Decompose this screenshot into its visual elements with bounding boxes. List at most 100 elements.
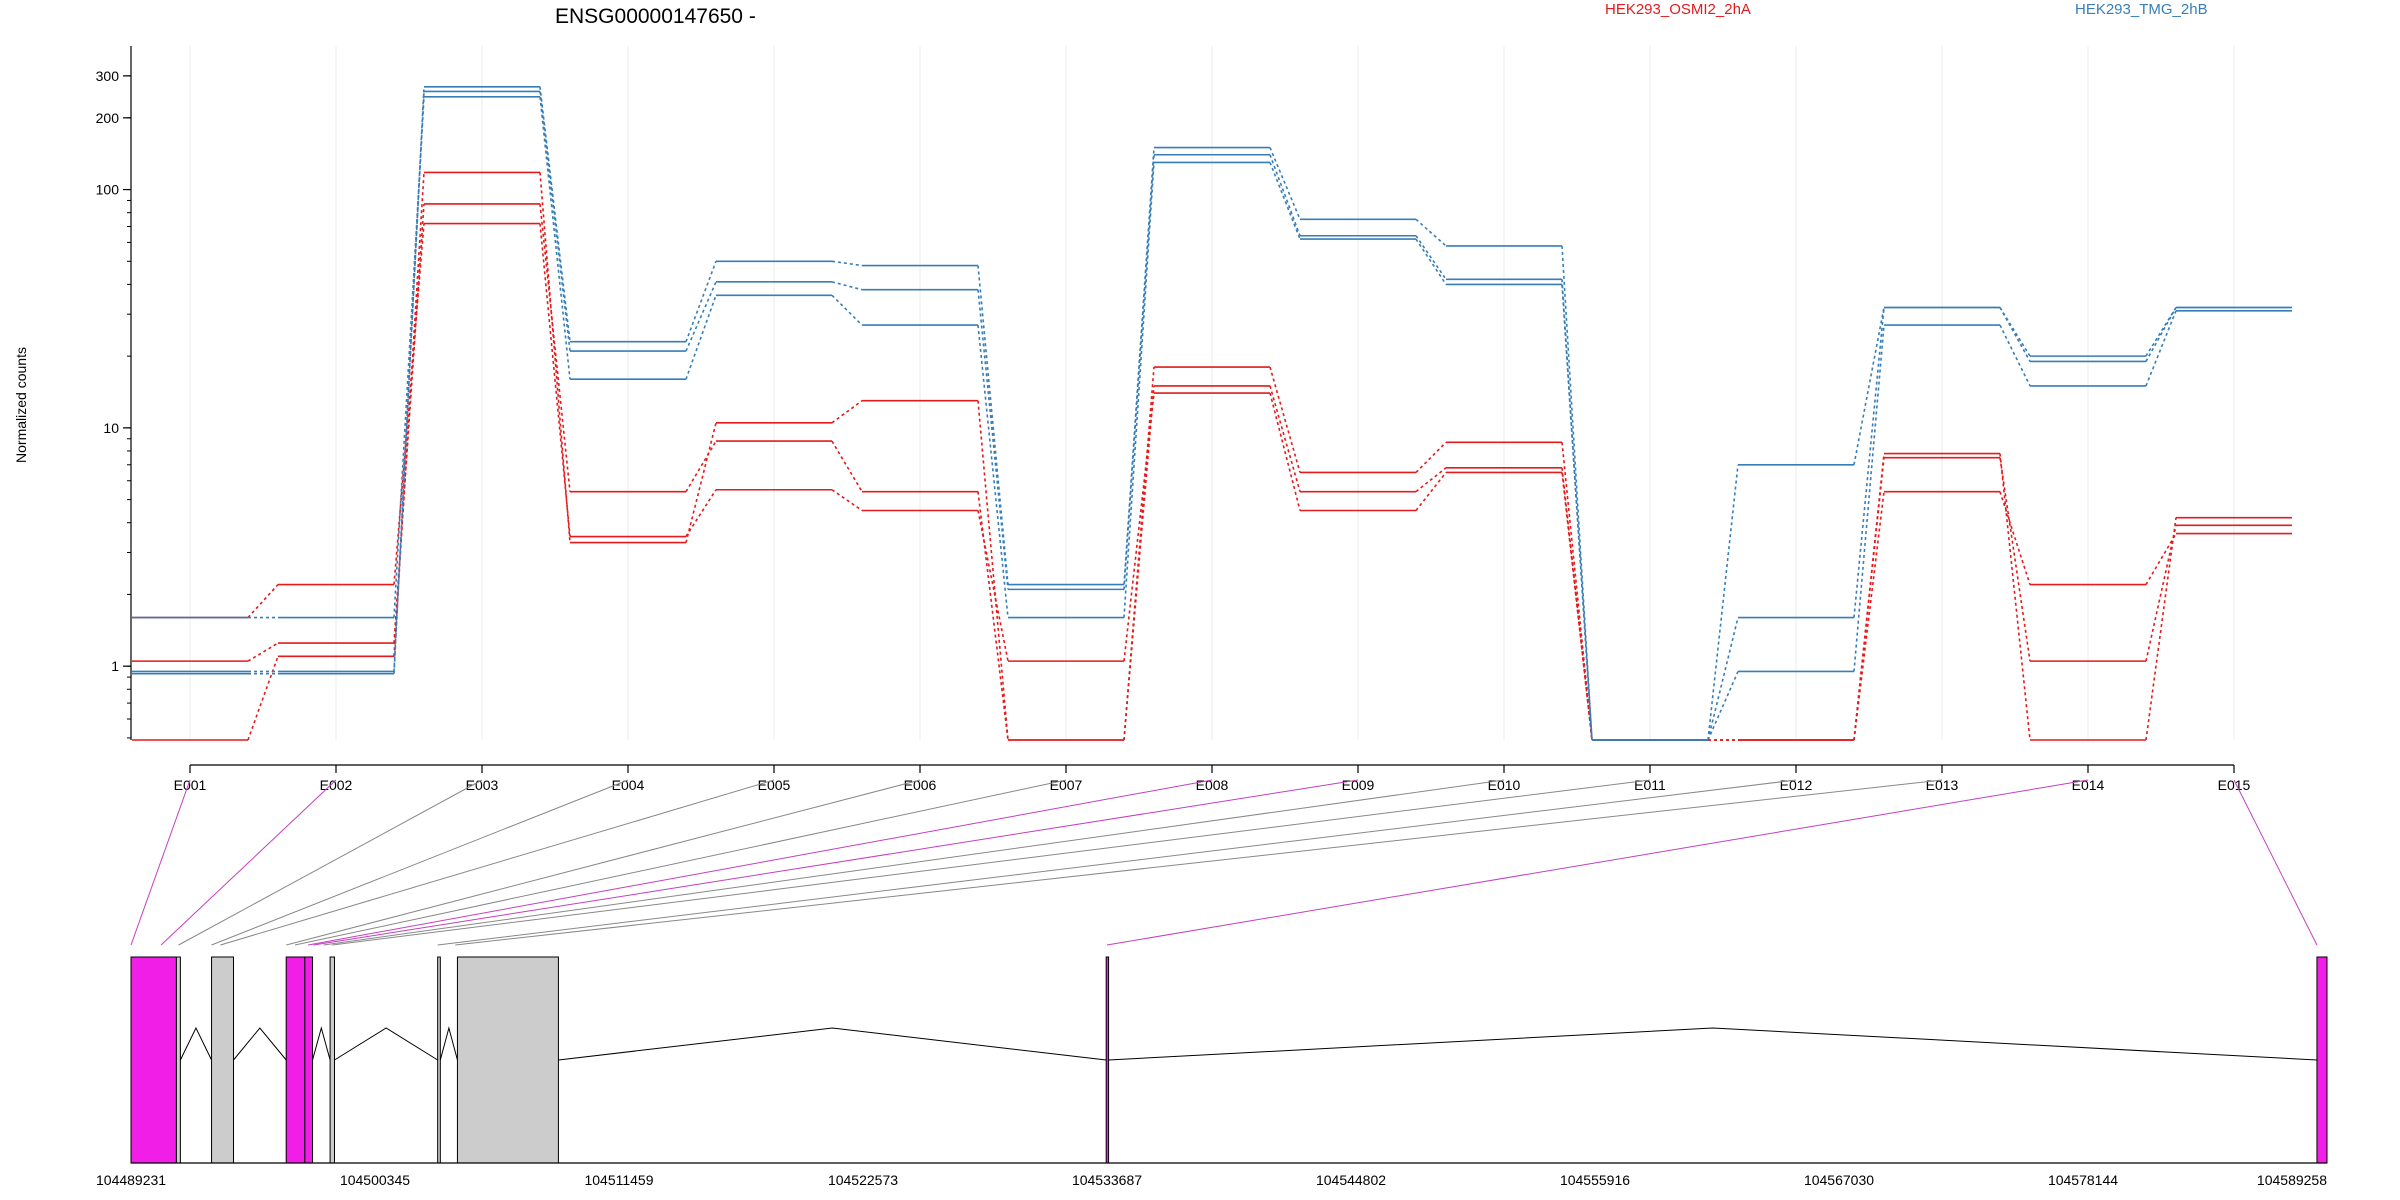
exon-box-e001	[130, 956, 177, 1164]
series-connector	[1999, 453, 2031, 741]
exon-link-e003	[178, 779, 483, 946]
exon-link-e002	[160, 779, 337, 946]
exon-box-e002	[175, 956, 181, 1164]
series-connector	[1853, 307, 1885, 465]
series-connector	[1853, 307, 1885, 618]
series-connector	[1269, 392, 1301, 511]
exon-tick-label-e009: E009	[1342, 777, 1375, 793]
exon-link-e004	[211, 779, 629, 946]
series-connector	[2145, 517, 2177, 741]
series-osmi2-3	[132, 171, 2292, 741]
series-connector	[1123, 162, 1155, 618]
chart-title: ENSG00000147650 -	[555, 5, 756, 28]
series-connector	[393, 91, 425, 672]
exon-link-e008	[308, 779, 1213, 946]
series-connector	[1415, 441, 1447, 474]
exon-box-e007	[437, 956, 441, 1164]
exon-link-e013	[455, 779, 1943, 946]
series-connector	[1707, 671, 1739, 741]
series-connector	[1123, 366, 1155, 741]
series-connector	[1999, 324, 2031, 387]
series-connector	[1999, 457, 2031, 662]
coordinate-tick-label: 104589258	[2257, 1172, 2327, 1188]
coordinate-tick-label: 104567030	[1804, 1172, 1874, 1188]
series-connector	[247, 584, 279, 619]
exon-box-e003	[211, 956, 235, 1164]
exon-tick-label-e005: E005	[758, 777, 791, 793]
series-connector	[1707, 464, 1739, 741]
exon-axis: E001 E002 E003 E004 E005 E006 E007 E008 E009 E010…	[174, 764, 2251, 793]
coordinate-tick-label: 104533687	[1072, 1172, 1142, 1188]
series-connector	[1853, 325, 1885, 672]
y-tick-label: 100	[96, 182, 120, 198]
series-connector	[1561, 442, 1593, 741]
coordinate-tick-label: 104578144	[2048, 1172, 2118, 1188]
series-connector	[685, 489, 717, 537]
coordinate-tick-label: 104511459	[584, 1172, 653, 1188]
y-tick-label: 1	[111, 658, 119, 674]
exon-tick-label-e014: E014	[2072, 777, 2105, 793]
exon-tick-label-e008: E008	[1196, 777, 1229, 793]
series-connector	[539, 96, 571, 380]
coordinate-tick-label: 104522573	[828, 1172, 898, 1188]
series-connector	[2145, 525, 2177, 662]
exon-box-e005	[304, 956, 314, 1164]
intron-connector	[233, 1027, 287, 1061]
series-connector	[2145, 307, 2177, 357]
series-connector	[1999, 307, 2031, 357]
series-connector	[685, 295, 717, 380]
series-connector	[977, 510, 1009, 662]
series-connector	[539, 86, 571, 342]
y-axis-label: Normalized counts	[13, 347, 29, 463]
exon-link-e014	[1106, 779, 2089, 946]
exon-tick-label-e010: E010	[1488, 777, 1521, 793]
exon-link-e010	[323, 779, 1505, 946]
intron-connector	[312, 1026, 331, 1061]
series-connector	[2145, 307, 2177, 362]
coordinate-tick-label: 104489231	[96, 1172, 166, 1188]
series-connector	[1707, 617, 1739, 741]
series-connector	[685, 422, 717, 543]
exon-tick-label-e006: E006	[904, 777, 937, 793]
gene-model-track	[130, 956, 2328, 1164]
series-connector	[1269, 366, 1301, 473]
exon-box-e004	[285, 956, 306, 1164]
vertical-gridlines	[189, 46, 2235, 740]
series-connector	[539, 223, 571, 537]
exon-link-e001	[130, 779, 191, 946]
exon-box-e006	[329, 956, 335, 1164]
coordinate-tick-label: 104500345	[340, 1172, 410, 1188]
series-connector	[1415, 235, 1447, 280]
series-connector	[393, 86, 425, 674]
series-connector	[1269, 385, 1301, 492]
series-connector	[1415, 238, 1447, 285]
series-connector	[1415, 218, 1447, 247]
exon-box-e010	[2316, 956, 2328, 1164]
count-series-lines	[132, 85, 2292, 741]
exon-tick-label-e011: E011	[1634, 777, 1666, 793]
series-connector	[2145, 533, 2177, 585]
series-connector	[977, 400, 1009, 741]
exon-tick-label-e002: E002	[320, 777, 353, 793]
series-connector	[1415, 471, 1447, 512]
series-connector	[1269, 154, 1301, 237]
exon-mapping-lines	[130, 779, 2318, 946]
series-connector	[1123, 385, 1155, 741]
series-connector	[831, 440, 863, 493]
series-connector	[247, 656, 279, 741]
y-tick-label: 200	[96, 110, 120, 126]
legend-label-tmg: HEK293_TMG_2hB	[2075, 1, 2208, 18]
series-connector	[247, 642, 279, 662]
series-connector	[1123, 392, 1155, 662]
exon-tick-label-e004: E004	[612, 777, 645, 793]
series-connector	[1123, 147, 1155, 585]
series-connector	[1561, 245, 1593, 741]
exon-link-e009	[313, 779, 1359, 946]
exon-link-e011	[332, 779, 1651, 946]
series-connector	[831, 294, 863, 326]
series-connector	[831, 281, 863, 291]
exon-link-e007	[294, 779, 1067, 946]
series-connector	[1999, 307, 2031, 362]
exon-tick-label-e015: E015	[2218, 777, 2251, 793]
